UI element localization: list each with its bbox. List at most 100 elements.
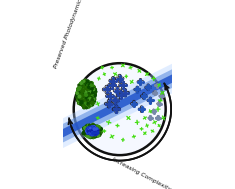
Circle shape: [94, 136, 96, 138]
Circle shape: [88, 105, 90, 106]
Circle shape: [89, 128, 90, 129]
Circle shape: [87, 130, 90, 132]
Circle shape: [87, 125, 91, 128]
Circle shape: [95, 131, 97, 133]
Circle shape: [85, 103, 86, 104]
Circle shape: [97, 135, 99, 136]
Circle shape: [90, 136, 92, 138]
Circle shape: [87, 128, 90, 130]
Circle shape: [82, 89, 85, 92]
Circle shape: [91, 82, 93, 84]
Circle shape: [88, 135, 91, 138]
Circle shape: [89, 133, 90, 135]
Circle shape: [88, 130, 90, 132]
Circle shape: [94, 130, 95, 131]
Circle shape: [80, 103, 82, 105]
Circle shape: [82, 83, 83, 84]
Circle shape: [84, 130, 85, 132]
Circle shape: [97, 133, 99, 136]
Circle shape: [95, 128, 98, 130]
Circle shape: [82, 105, 83, 107]
Circle shape: [78, 99, 79, 100]
Circle shape: [99, 132, 101, 134]
Circle shape: [89, 129, 90, 130]
Circle shape: [96, 126, 97, 127]
Circle shape: [89, 101, 91, 103]
Circle shape: [89, 130, 91, 132]
Circle shape: [78, 102, 80, 105]
Circle shape: [89, 97, 90, 98]
Circle shape: [95, 132, 96, 134]
Circle shape: [84, 88, 86, 90]
Circle shape: [95, 129, 96, 130]
Circle shape: [91, 130, 94, 133]
Circle shape: [80, 87, 81, 88]
Circle shape: [89, 82, 92, 85]
Circle shape: [90, 127, 91, 128]
Circle shape: [78, 102, 80, 104]
Circle shape: [98, 134, 99, 135]
Circle shape: [89, 136, 92, 139]
Circle shape: [79, 94, 80, 95]
Circle shape: [88, 131, 91, 134]
Circle shape: [81, 103, 82, 104]
Circle shape: [79, 91, 82, 94]
Circle shape: [96, 126, 99, 129]
Circle shape: [90, 131, 92, 133]
Circle shape: [86, 133, 87, 134]
Circle shape: [82, 94, 83, 96]
Circle shape: [96, 128, 98, 130]
Circle shape: [91, 136, 93, 138]
Circle shape: [85, 102, 87, 104]
Circle shape: [90, 133, 93, 136]
Circle shape: [88, 129, 91, 132]
Circle shape: [82, 98, 84, 100]
Circle shape: [77, 99, 79, 102]
Circle shape: [94, 94, 96, 96]
Circle shape: [83, 83, 86, 86]
Circle shape: [77, 88, 78, 89]
Circle shape: [95, 130, 98, 133]
Circle shape: [92, 129, 94, 132]
Circle shape: [87, 134, 90, 137]
Circle shape: [88, 134, 89, 135]
Circle shape: [94, 131, 98, 134]
Circle shape: [96, 129, 98, 131]
Circle shape: [90, 132, 92, 134]
Circle shape: [92, 125, 94, 127]
Circle shape: [92, 129, 94, 130]
Circle shape: [81, 85, 83, 88]
Circle shape: [79, 86, 82, 88]
Circle shape: [85, 106, 86, 108]
Circle shape: [88, 132, 90, 134]
Circle shape: [88, 126, 89, 127]
Circle shape: [93, 128, 95, 130]
Circle shape: [94, 134, 97, 137]
Circle shape: [94, 131, 97, 134]
Circle shape: [85, 126, 86, 128]
Circle shape: [88, 130, 89, 131]
Circle shape: [98, 126, 100, 128]
Circle shape: [87, 125, 88, 126]
Circle shape: [74, 63, 166, 155]
Circle shape: [94, 127, 95, 128]
Circle shape: [86, 132, 88, 133]
Circle shape: [91, 133, 93, 135]
Circle shape: [84, 79, 86, 81]
Circle shape: [88, 103, 91, 106]
Circle shape: [82, 91, 85, 94]
Circle shape: [90, 131, 91, 133]
Circle shape: [85, 130, 87, 131]
Circle shape: [86, 132, 90, 136]
Circle shape: [84, 129, 86, 132]
Circle shape: [87, 132, 89, 134]
Circle shape: [95, 133, 98, 135]
Circle shape: [88, 100, 89, 101]
Circle shape: [94, 130, 97, 132]
Circle shape: [95, 131, 97, 133]
Circle shape: [84, 133, 86, 134]
Circle shape: [87, 95, 89, 97]
Circle shape: [92, 84, 94, 86]
Circle shape: [88, 105, 89, 106]
Circle shape: [89, 136, 91, 138]
